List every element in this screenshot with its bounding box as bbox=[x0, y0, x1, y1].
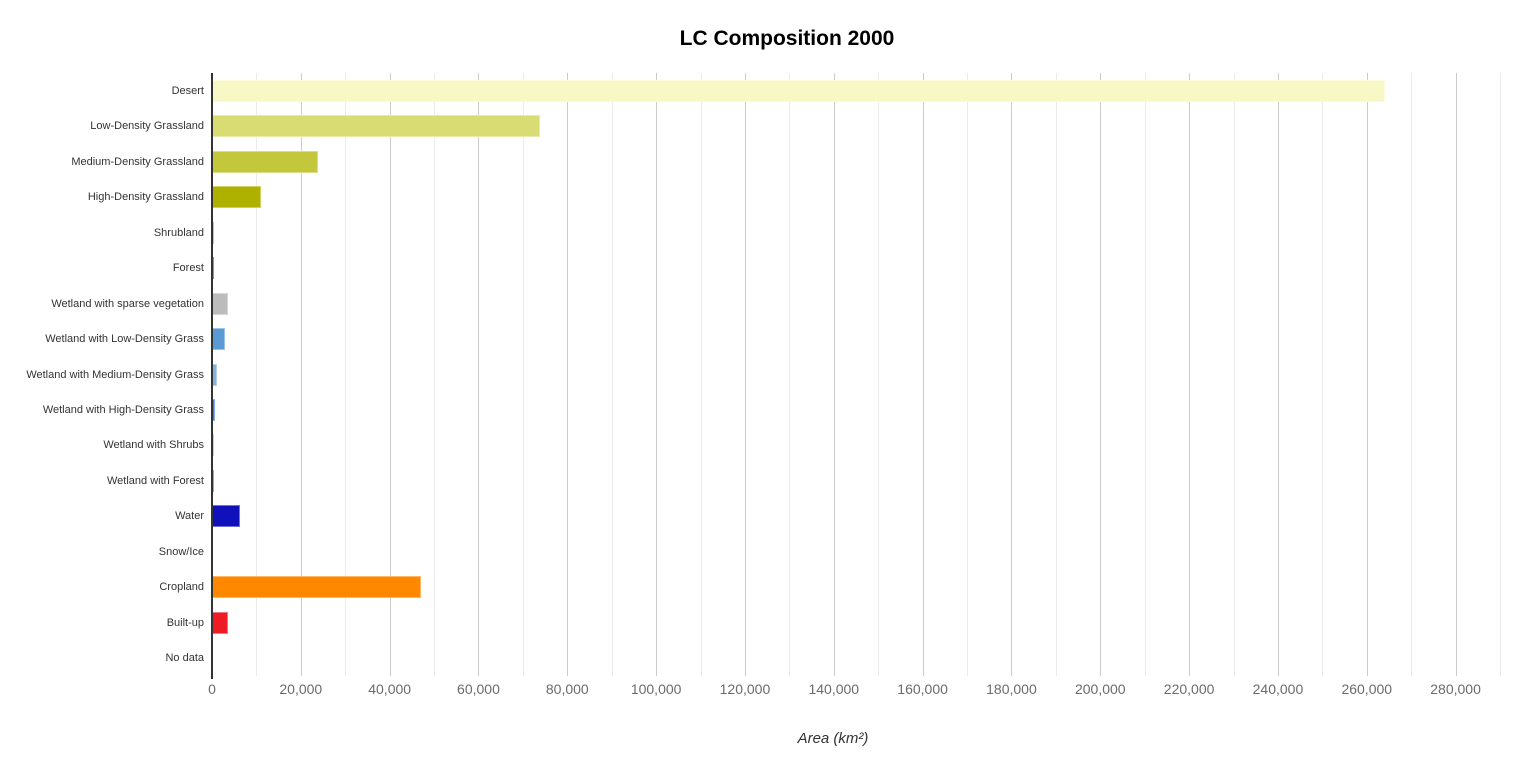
category-label: Wetland with Medium-Density Grass bbox=[26, 368, 204, 381]
category-label: Cropland bbox=[159, 581, 204, 594]
category-label: Desert bbox=[171, 84, 204, 97]
category-label: Wetland with High-Density Grass bbox=[42, 403, 204, 416]
x-tick-label: 20,000 bbox=[279, 681, 323, 697]
gridline-minor bbox=[967, 73, 969, 676]
x-tick-label: 100,000 bbox=[630, 681, 682, 697]
x-tick-label: 200,000 bbox=[1074, 681, 1126, 697]
bar[interactable] bbox=[212, 79, 1385, 102]
gridline-minor bbox=[434, 73, 436, 676]
x-tick-label: 0 bbox=[208, 681, 216, 697]
x-tick-label: 180,000 bbox=[986, 681, 1037, 697]
gridline-minor bbox=[1055, 73, 1057, 676]
category-label: Medium-Density Grassland bbox=[71, 155, 204, 168]
gridline-minor bbox=[1233, 73, 1235, 676]
bar[interactable] bbox=[212, 328, 225, 351]
gridline-major bbox=[1277, 73, 1279, 676]
x-tick-label: 280,000 bbox=[1430, 681, 1481, 697]
gridline-major bbox=[656, 73, 658, 676]
category-label: Built-up bbox=[166, 616, 204, 629]
gridline-major bbox=[1455, 73, 1457, 676]
bar[interactable] bbox=[212, 434, 215, 457]
gridline-major bbox=[1189, 73, 1191, 676]
category-label: Wetland with Low-Density Grass bbox=[45, 333, 204, 346]
bar[interactable] bbox=[212, 186, 261, 209]
category-label: Snow/Ice bbox=[158, 545, 204, 558]
gridline-minor bbox=[700, 73, 702, 676]
gridline-major bbox=[567, 73, 569, 676]
gridline-minor bbox=[611, 73, 613, 676]
gridline-minor bbox=[1322, 73, 1324, 676]
x-axis-title: Area (km²) bbox=[797, 730, 869, 747]
gridline-minor bbox=[345, 73, 347, 676]
bar[interactable] bbox=[212, 398, 216, 421]
gridline-minor bbox=[1411, 73, 1413, 676]
bar[interactable] bbox=[212, 505, 240, 528]
gridline-minor bbox=[1144, 73, 1146, 676]
x-tick-label: 120,000 bbox=[719, 681, 771, 697]
gridline-minor bbox=[522, 73, 524, 676]
x-tick-label: 220,000 bbox=[1163, 681, 1215, 697]
category-label: High-Density Grassland bbox=[87, 191, 204, 204]
category-label: Water bbox=[175, 510, 204, 523]
category-label: Wetland with Forest bbox=[106, 474, 204, 487]
gridline-minor bbox=[1500, 73, 1501, 676]
x-tick-label: 80,000 bbox=[545, 681, 589, 697]
gridline-major bbox=[1100, 73, 1102, 676]
bar[interactable] bbox=[212, 257, 215, 280]
x-tick-label: 260,000 bbox=[1341, 681, 1393, 697]
gridline-major bbox=[389, 73, 391, 676]
category-label: Low-Density Grassland bbox=[90, 120, 204, 133]
gridline-minor bbox=[789, 73, 791, 676]
category-label: Shrubland bbox=[153, 226, 204, 239]
gridline-minor bbox=[256, 73, 258, 676]
category-label: Wetland with sparse vegetation bbox=[51, 297, 204, 310]
x-tick-label: 60,000 bbox=[457, 681, 500, 697]
axis-baseline bbox=[211, 73, 213, 679]
bar[interactable] bbox=[212, 576, 421, 599]
bar[interactable] bbox=[212, 221, 215, 244]
gridline-major bbox=[922, 73, 924, 676]
x-tick-label: 140,000 bbox=[808, 681, 860, 697]
category-label: No data bbox=[165, 652, 204, 665]
gridline-major bbox=[478, 73, 480, 676]
gridline-major bbox=[1011, 73, 1013, 676]
x-tick-label: 40,000 bbox=[368, 681, 412, 697]
bar[interactable] bbox=[212, 292, 228, 315]
gridline-minor bbox=[878, 73, 880, 676]
category-label: Wetland with Shrubs bbox=[103, 439, 204, 452]
gridline-major bbox=[300, 73, 302, 676]
category-label: Forest bbox=[172, 262, 204, 275]
gridline-major bbox=[1366, 73, 1368, 676]
bar[interactable] bbox=[212, 611, 229, 634]
bar[interactable] bbox=[212, 150, 318, 173]
chart-title: LC Composition 2000 bbox=[679, 27, 895, 50]
gridline-major bbox=[833, 73, 835, 676]
x-tick-label: 160,000 bbox=[897, 681, 948, 697]
gridline-major bbox=[744, 73, 746, 676]
bar[interactable] bbox=[212, 115, 540, 138]
x-tick-label: 240,000 bbox=[1252, 681, 1304, 697]
bar[interactable] bbox=[212, 363, 217, 386]
